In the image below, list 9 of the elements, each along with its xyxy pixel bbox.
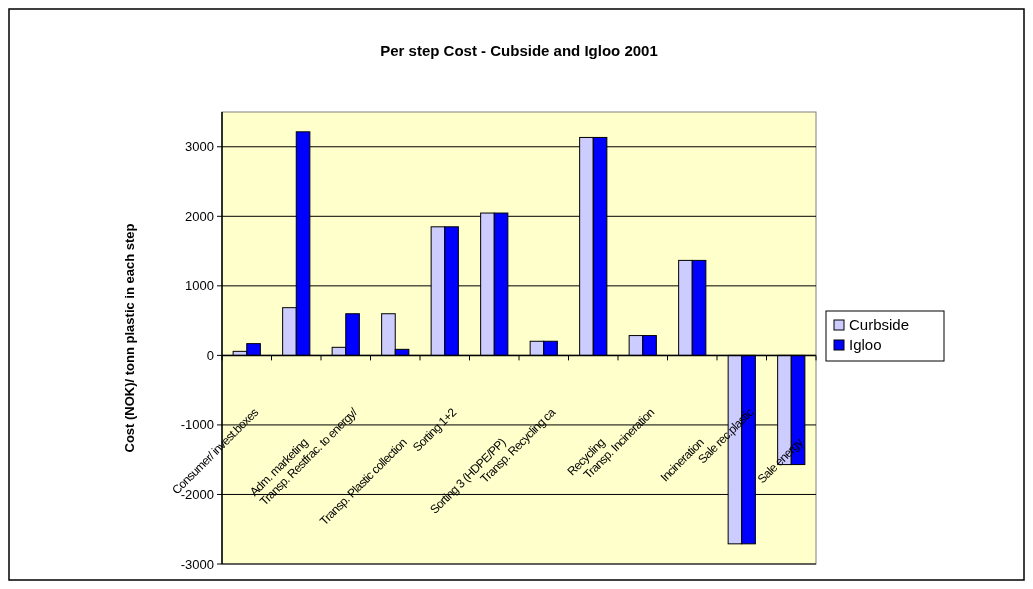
y-axis-title: Cost (NOK)/ tonn plastic in each step (122, 223, 137, 453)
y-tick-label: 0 (206, 347, 214, 363)
y-tick-label: 2000 (185, 208, 214, 224)
legend-label: Igloo (849, 336, 882, 354)
chart-title: Per step Cost - Cubside and Igloo 2001 (380, 42, 658, 59)
y-tick-label: -3000 (180, 556, 214, 572)
y-tick-label: 3000 (185, 139, 214, 155)
y-tick-label: 1000 (185, 278, 214, 294)
legend-label: Curbside (849, 316, 910, 334)
